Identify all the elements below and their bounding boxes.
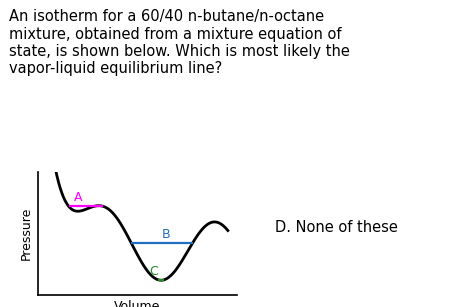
Text: A: A (74, 191, 82, 204)
Text: C: C (149, 265, 157, 278)
Text: B: B (161, 228, 170, 241)
Text: D. None of these: D. None of these (275, 220, 398, 235)
X-axis label: Volume: Volume (114, 300, 161, 307)
Text: An isotherm for a 60/40 n-butane/n-octane
mixture, obtained from a mixture equat: An isotherm for a 60/40 n-butane/n-octan… (9, 9, 350, 76)
Y-axis label: Pressure: Pressure (19, 207, 32, 260)
